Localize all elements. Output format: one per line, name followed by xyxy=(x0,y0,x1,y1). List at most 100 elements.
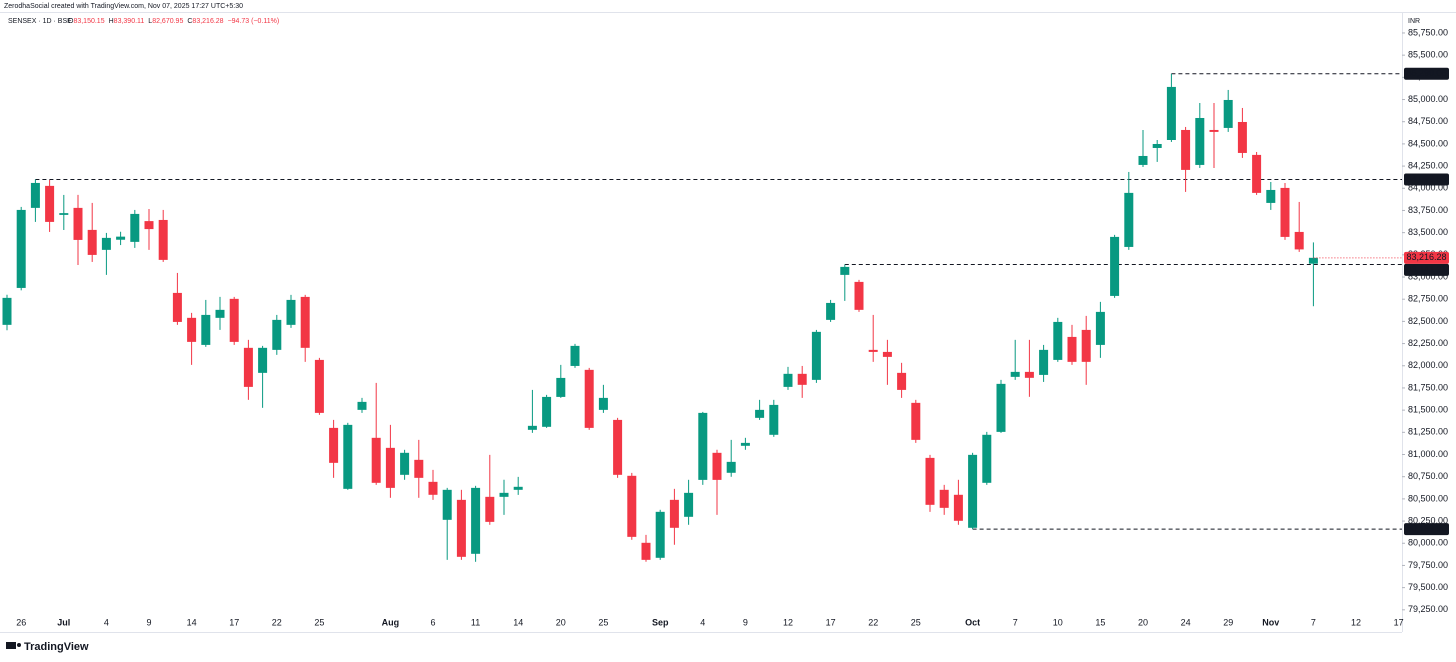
candle-body xyxy=(953,494,963,521)
candle-body xyxy=(698,412,708,480)
x-tick-label: Sep xyxy=(652,617,669,627)
x-tick-label: 25 xyxy=(911,617,921,627)
candle-body xyxy=(811,331,821,380)
candle-body xyxy=(669,499,679,528)
candle-body xyxy=(1053,321,1063,360)
currency: INR xyxy=(1408,18,1420,25)
y-tick-label: 84,750.00 xyxy=(1408,116,1448,126)
y-tick-label: 83,750.00 xyxy=(1408,205,1448,215)
candle-body xyxy=(272,319,282,350)
candle-body xyxy=(897,372,907,390)
candle-body xyxy=(343,424,353,489)
x-tick-label: 14 xyxy=(187,617,197,627)
logo-mark xyxy=(6,642,16,649)
brand-logo: TradingView xyxy=(6,641,89,653)
candle-body xyxy=(570,345,580,366)
candle-body xyxy=(1166,86,1176,140)
candle-body xyxy=(314,359,324,413)
x-tick-label: 9 xyxy=(743,617,748,627)
y-tick-label: 84,250.00 xyxy=(1408,160,1448,170)
x-tick-label: Nov xyxy=(1262,617,1279,627)
x-tick-label: 15 xyxy=(1095,617,1105,627)
level-price-label: 85,290.06 xyxy=(1406,68,1446,78)
y-tick-label: 84,000.00 xyxy=(1408,183,1448,193)
candle-body xyxy=(101,237,111,250)
level-price-box xyxy=(1404,173,1449,186)
candle-body xyxy=(144,221,154,230)
level-price-label: 83,141.21 xyxy=(1406,264,1446,274)
candle-body xyxy=(1266,189,1276,203)
candle-body xyxy=(882,351,892,357)
x-tick-label: 26 xyxy=(16,617,26,627)
x-tick-label: 14 xyxy=(513,617,523,627)
candle-body xyxy=(726,461,736,473)
candle-body xyxy=(925,457,935,505)
legend-value: 83,216.28 xyxy=(192,18,223,25)
y-tick-label: 81,000.00 xyxy=(1408,449,1448,459)
y-tick-label: 85,000.00 xyxy=(1408,94,1448,104)
x-tick-label: 29 xyxy=(1223,617,1233,627)
y-tick-label: 82,250.00 xyxy=(1408,338,1448,348)
y-tick-label: 83,000.00 xyxy=(1408,271,1448,281)
legend-key: O xyxy=(68,18,74,25)
candle-body xyxy=(87,229,97,255)
level-price-box xyxy=(1404,263,1449,276)
candle-body xyxy=(329,427,339,463)
legend-key: L xyxy=(148,18,152,25)
x-tick-label: 12 xyxy=(1351,617,1361,627)
candle-body xyxy=(215,309,225,318)
logo-mark xyxy=(17,643,21,647)
candle-body xyxy=(513,486,523,490)
candle-body xyxy=(740,442,750,446)
candle-body xyxy=(712,452,722,480)
candle-body xyxy=(1081,329,1091,362)
candle-body xyxy=(1223,99,1233,128)
candle-body xyxy=(1280,187,1290,237)
candle-body xyxy=(16,209,26,288)
candle-body xyxy=(187,317,197,342)
candle-body xyxy=(1124,192,1134,247)
y-tick-label: 79,250.00 xyxy=(1408,604,1448,614)
x-tick-label: 4 xyxy=(104,617,109,627)
candle-body xyxy=(911,402,921,440)
candle-body xyxy=(456,499,466,557)
y-tick-label: 80,750.00 xyxy=(1408,471,1448,481)
y-tick-label: 79,500.00 xyxy=(1408,582,1448,592)
legend-key: C xyxy=(187,18,192,25)
candle-body xyxy=(243,347,253,387)
level-price-box xyxy=(1404,523,1449,536)
legend-key: H xyxy=(109,18,114,25)
x-tick-label: 7 xyxy=(1311,617,1316,627)
candle-body xyxy=(527,425,537,430)
candle-body xyxy=(499,492,509,497)
candle-body xyxy=(300,296,310,348)
level-price-box xyxy=(1404,67,1449,80)
x-tick-label: Jul xyxy=(57,617,70,627)
legend-change: −94.73 (−0.11%) xyxy=(228,18,280,25)
candle-body xyxy=(755,409,765,418)
candle-body xyxy=(584,369,594,428)
y-tick-label: 80,250.00 xyxy=(1408,515,1448,525)
y-tick-label: 84,500.00 xyxy=(1408,138,1448,148)
candle-body xyxy=(1110,236,1120,296)
level-price-label: 80,159.90 xyxy=(1406,523,1446,533)
x-tick-label: 25 xyxy=(598,617,608,627)
y-tick-label: 81,250.00 xyxy=(1408,427,1448,437)
last-price-label: 83,216.28 xyxy=(1406,252,1446,262)
candle-body xyxy=(1181,129,1191,170)
candle-body xyxy=(1010,371,1020,377)
candle-body xyxy=(258,347,268,373)
x-tick-label: 4 xyxy=(700,617,705,627)
x-tick-label: 20 xyxy=(556,617,566,627)
x-tick-label: 6 xyxy=(430,617,435,627)
y-tick-label: 85,500.00 xyxy=(1408,50,1448,60)
y-tick-label: 80,000.00 xyxy=(1408,538,1448,548)
legend-value: 83,390.11 xyxy=(114,18,145,25)
x-tick-label: 22 xyxy=(868,617,878,627)
x-tick-label: 20 xyxy=(1138,617,1148,627)
candle-body xyxy=(826,302,836,320)
candle-body xyxy=(371,437,381,483)
candle-body xyxy=(442,489,452,520)
candle-body xyxy=(1195,117,1205,165)
